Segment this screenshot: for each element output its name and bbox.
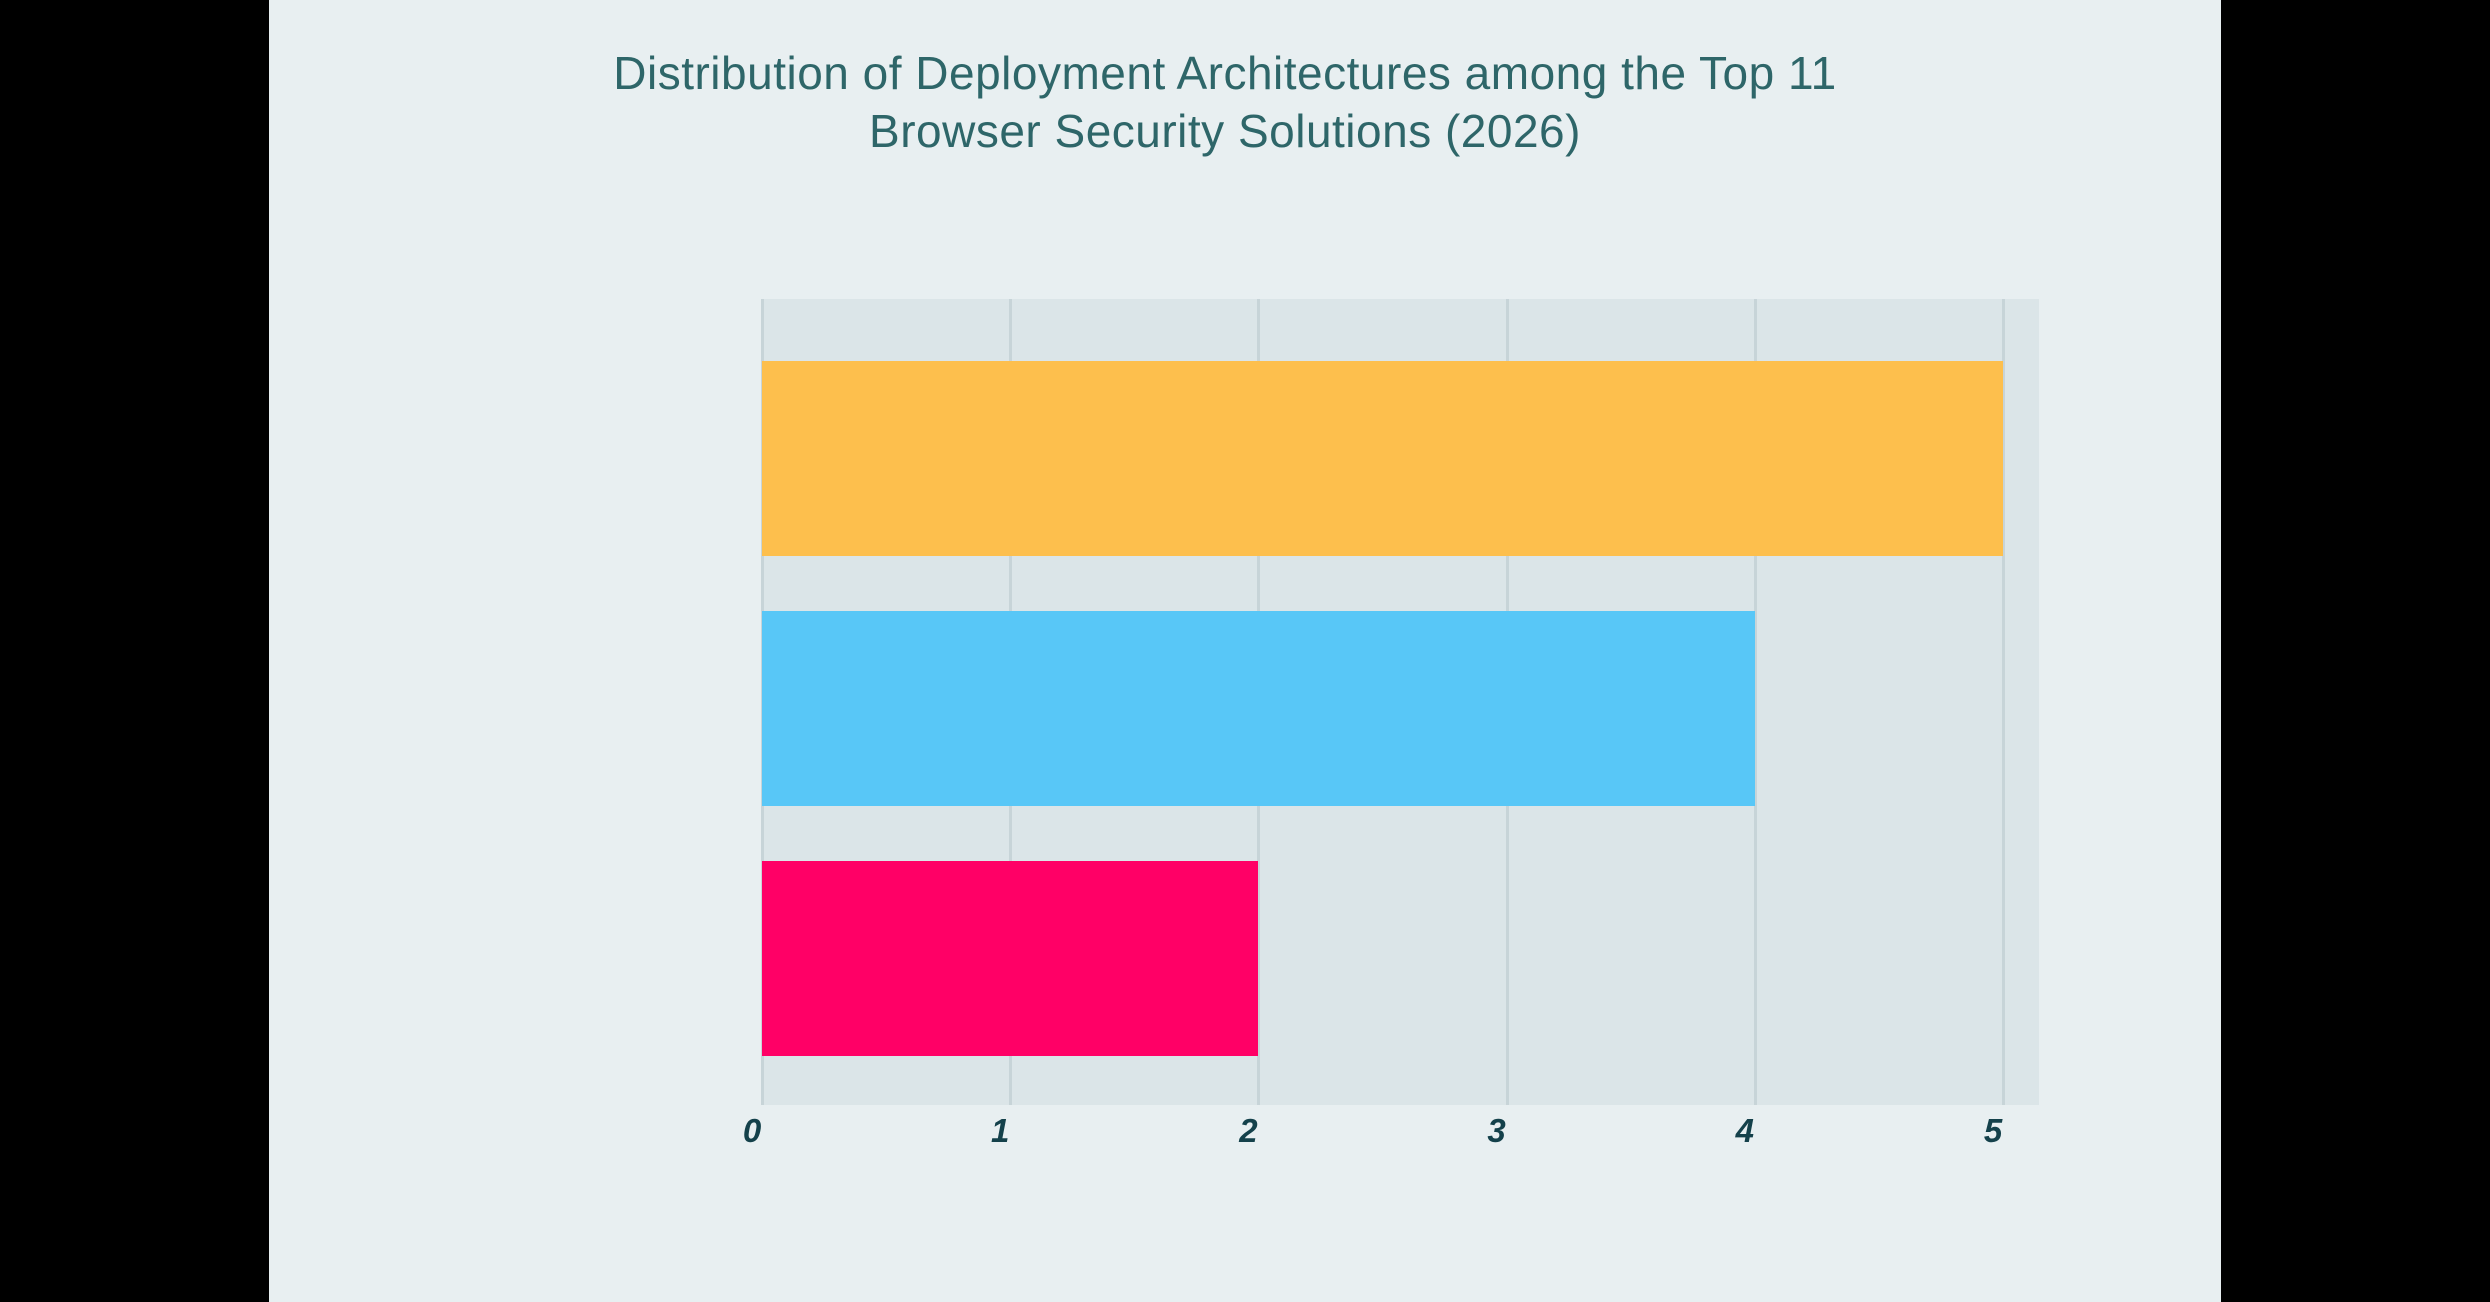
x-tick-label-2: 2 [1239, 1112, 1258, 1149]
gridline-x5 [2002, 299, 2005, 1105]
plot-area [761, 299, 2039, 1105]
chart-title: Distribution of Deployment Architectures… [269, 44, 2181, 160]
x-tick-label-5: 5 [1983, 1112, 2003, 1149]
bar-row-0 [762, 361, 2003, 556]
bar-row-2 [762, 861, 1259, 1056]
x-tick-label-4: 4 [1735, 1112, 1754, 1149]
x-axis-tick-labels: 0 1 2 3 4 5 [743, 1112, 2039, 1172]
x-tick-label-3: 3 [1487, 1112, 1506, 1149]
x-tick-label-1: 1 [991, 1112, 1010, 1149]
x-tick-label-0: 0 [742, 1112, 762, 1149]
chart-title-line1: Distribution of Deployment Architectures… [613, 47, 1837, 99]
chart-title-line2: Browser Security Solutions (2026) [869, 105, 1581, 157]
chart-image: Distribution of Deployment Architectures… [269, 0, 2221, 1302]
letterbox-right [2221, 0, 2490, 1302]
gridline-x4 [1753, 299, 1757, 1105]
bar-row-1 [762, 611, 1755, 806]
letterbox-left [0, 0, 269, 1302]
